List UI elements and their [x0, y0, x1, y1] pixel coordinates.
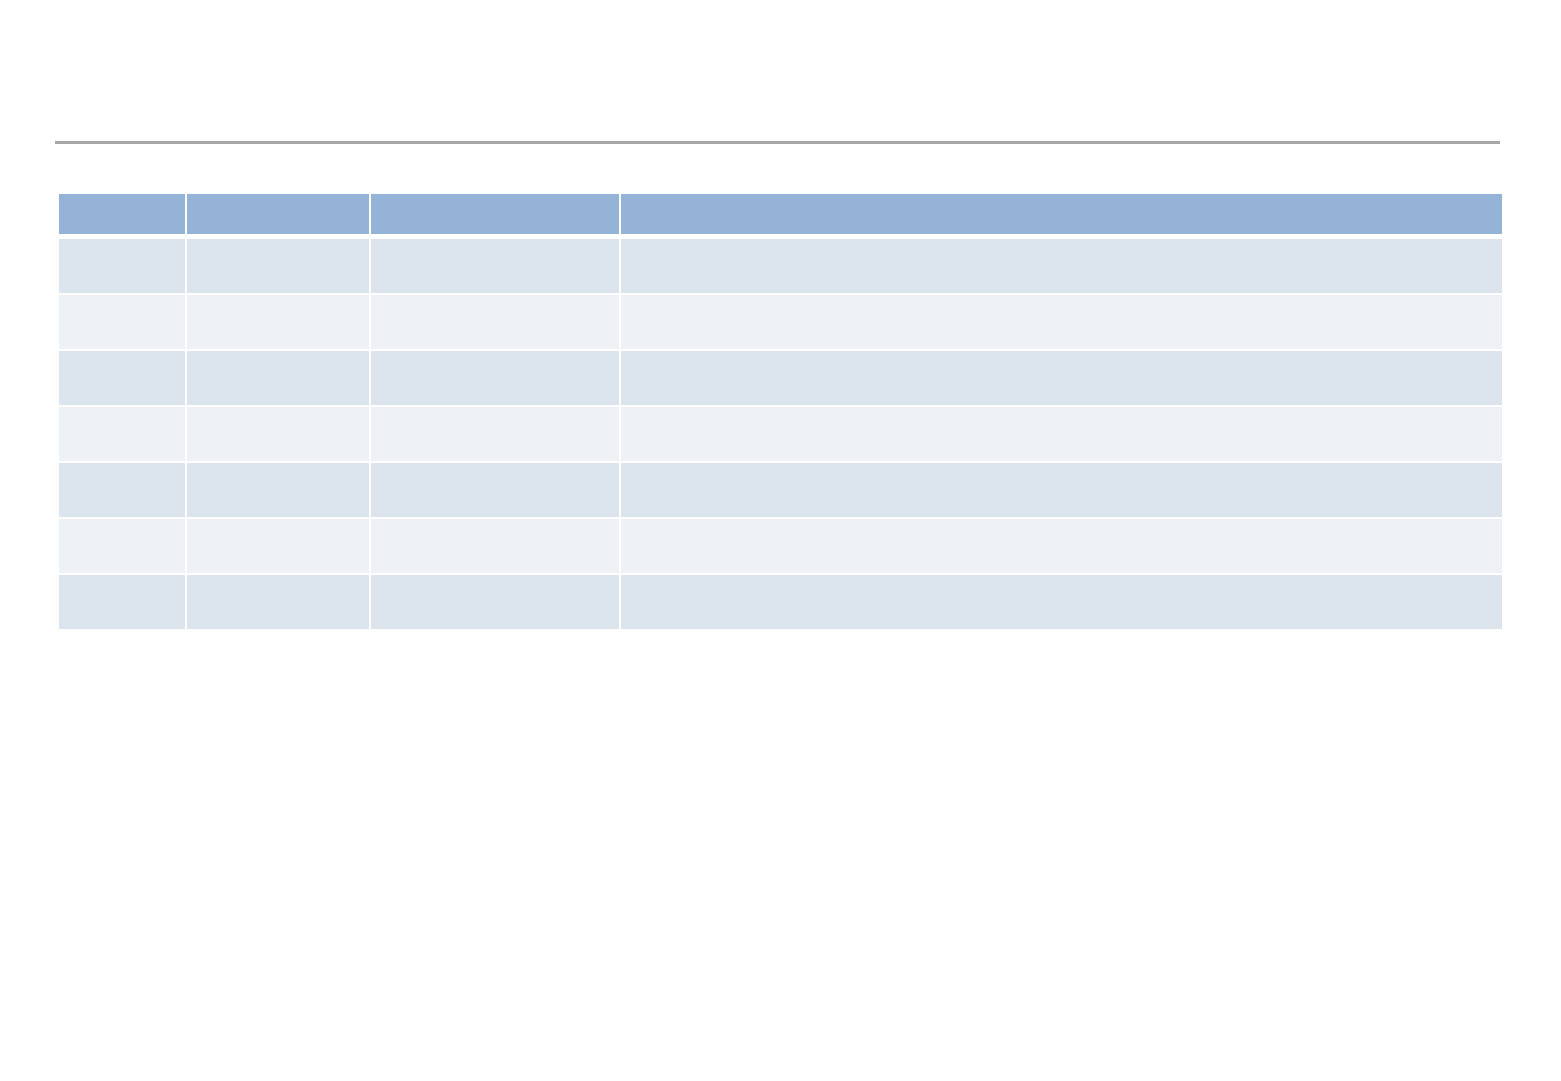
table-cell [619, 235, 1504, 295]
table-cell [57, 235, 187, 295]
header-cell [369, 192, 621, 239]
table-cell [619, 517, 1504, 575]
table-cell [57, 349, 187, 407]
table-cell [369, 573, 621, 631]
table-cell [619, 349, 1504, 407]
table [57, 192, 1504, 631]
table-cell [57, 293, 187, 351]
table-cell [57, 405, 187, 463]
table-row [57, 293, 1504, 351]
table-row [57, 517, 1504, 575]
table-header [57, 192, 1504, 239]
table-cell [619, 405, 1504, 463]
table-cell [369, 235, 621, 295]
table-row [57, 235, 1504, 295]
table-cell [185, 293, 371, 351]
table-cell [619, 573, 1504, 631]
table-row [57, 461, 1504, 519]
table-cell [369, 461, 621, 519]
table-cell [369, 405, 621, 463]
table-cell [57, 461, 187, 519]
table-row [57, 405, 1504, 463]
table-cell [369, 517, 621, 575]
table-cell [369, 293, 621, 351]
table-cell [185, 573, 371, 631]
table-cell [185, 461, 371, 519]
table-cell [185, 349, 371, 407]
table-body [57, 235, 1504, 631]
table-cell [185, 235, 371, 295]
header-cell [619, 192, 1504, 239]
table-cell [57, 517, 187, 575]
table-cell [185, 405, 371, 463]
header-row [57, 192, 1504, 239]
table-cell [369, 349, 621, 407]
table-cell [619, 461, 1504, 519]
table-cell [185, 517, 371, 575]
table-row [57, 573, 1504, 631]
title-rule [55, 141, 1500, 144]
header-cell [57, 192, 187, 239]
header-cell [185, 192, 371, 239]
table-cell [619, 293, 1504, 351]
table-row [57, 349, 1504, 407]
table-cell [57, 573, 187, 631]
